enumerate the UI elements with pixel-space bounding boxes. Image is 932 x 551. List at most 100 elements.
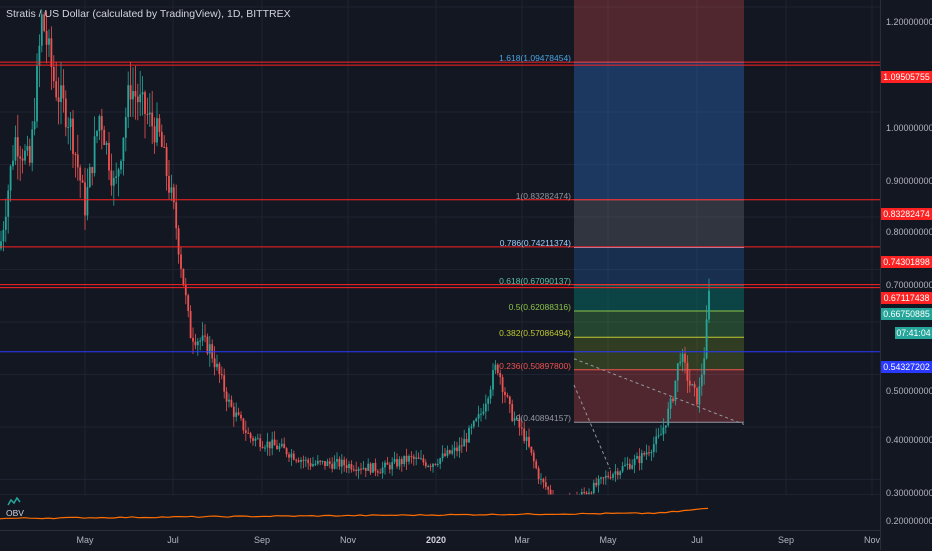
time-axis[interactable] [0, 530, 880, 551]
candle [230, 395, 233, 408]
candle [180, 247, 182, 278]
candle [357, 466, 360, 479]
candle [199, 337, 202, 351]
candle [691, 383, 694, 386]
candle [187, 293, 190, 318]
price-tag: 0.66750885 [881, 308, 932, 320]
candle [19, 146, 22, 181]
candle [412, 454, 415, 466]
candle [403, 455, 406, 467]
candle [619, 470, 622, 479]
candle [276, 439, 278, 450]
candle [249, 431, 252, 443]
candle [448, 449, 451, 455]
obv-icon[interactable] [7, 496, 21, 506]
candle [530, 446, 533, 456]
candle [213, 346, 216, 376]
candle [588, 488, 590, 496]
price-tick: 0.70000000 [886, 280, 932, 290]
candle [297, 457, 300, 463]
candle [504, 387, 506, 403]
candle [681, 348, 684, 372]
candle [321, 460, 324, 465]
price-axis[interactable] [880, 0, 932, 550]
candle [120, 159, 122, 174]
obv-pane [0, 495, 880, 530]
candle [537, 465, 540, 485]
candle [540, 473, 542, 485]
fib-zone-top [574, 0, 744, 63]
price-tag: 0.83282474 [881, 208, 932, 220]
candle [348, 461, 350, 474]
candle [60, 61, 62, 125]
candle [165, 143, 168, 191]
candle [420, 450, 422, 460]
candle [640, 449, 643, 470]
candle [40, 10, 43, 53]
candle [374, 458, 377, 477]
candle [264, 444, 266, 452]
candle [688, 369, 691, 393]
candle [643, 451, 646, 457]
candle [146, 97, 149, 125]
candle [367, 458, 370, 471]
candle [72, 109, 74, 169]
candle [16, 114, 19, 180]
candle [24, 144, 26, 165]
time-tick: 2020 [425, 535, 447, 545]
candle [494, 360, 497, 374]
candle [172, 183, 175, 210]
candle [364, 467, 367, 477]
candle [158, 114, 161, 137]
candle [674, 380, 677, 406]
candle [175, 184, 178, 240]
candle [657, 428, 660, 439]
candle [96, 129, 98, 144]
candle [12, 145, 14, 170]
candle [441, 445, 444, 462]
candle [446, 445, 449, 459]
chart-pane[interactable] [0, 0, 880, 530]
candle [21, 148, 24, 174]
candle [698, 377, 701, 413]
candle [547, 485, 550, 496]
candle [472, 419, 475, 429]
time-tick: May [76, 535, 94, 545]
candle [369, 462, 372, 476]
candle [516, 416, 518, 421]
candle [160, 124, 163, 148]
candle [638, 448, 641, 471]
candle [422, 454, 425, 466]
fib-zone-1618 [574, 62, 744, 200]
candle [67, 117, 70, 145]
candle [232, 402, 235, 427]
candle [216, 354, 218, 371]
candle [487, 396, 490, 412]
candle [237, 407, 240, 416]
price-tag: 0.54327202 [881, 361, 932, 373]
candle [669, 395, 672, 419]
fib-zone-618 [574, 284, 744, 312]
candle [170, 174, 173, 202]
candle [201, 322, 204, 347]
price-tick: 0.90000000 [886, 176, 932, 186]
candle [676, 363, 679, 393]
candle [240, 411, 242, 421]
chart-canvas[interactable] [0, 0, 880, 530]
candle [122, 137, 125, 176]
candle [304, 456, 307, 467]
candle [228, 393, 230, 408]
candle [127, 71, 130, 128]
fib-label: 0(0.40894157) [515, 413, 571, 424]
candle [686, 355, 689, 394]
candle [192, 327, 194, 354]
candle [616, 467, 619, 480]
candle [350, 460, 353, 473]
candle [55, 61, 58, 101]
candle [700, 363, 703, 396]
candle [292, 450, 295, 461]
candle [117, 167, 120, 197]
candle [36, 53, 38, 128]
candle [628, 458, 631, 470]
time-tick: Jul [167, 535, 179, 545]
